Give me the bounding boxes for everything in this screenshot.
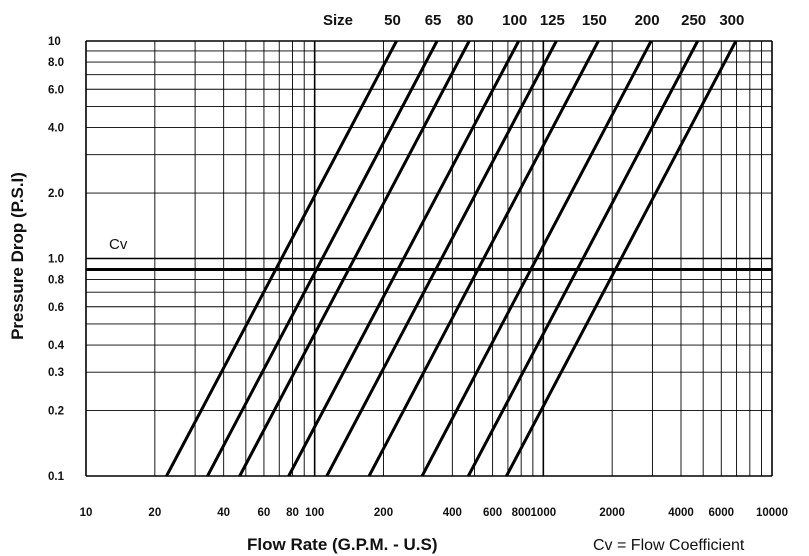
series-line-size-250 — [467, 40, 699, 477]
size-label-125: 125 — [540, 12, 565, 29]
x-tick-label: 800 — [512, 507, 531, 519]
x-tick-label: 40 — [217, 507, 230, 519]
x-tick-label: 20 — [148, 507, 161, 519]
labels: Size Cv Flow Rate (G.P.M. - U.S) Cv = Fl… — [8, 12, 788, 554]
y-tick-label: 4.0 — [48, 123, 64, 135]
x-tick-label: 10 — [80, 507, 93, 519]
size-label-300: 300 — [719, 12, 744, 29]
y-tick-label: 10 — [48, 36, 61, 48]
x-tick-label: 60 — [258, 507, 271, 519]
y-tick-label: 8.0 — [48, 57, 64, 69]
series-line-size-80 — [238, 40, 471, 477]
size-label-80: 80 — [457, 12, 474, 29]
y-tick-label: 0.3 — [48, 367, 64, 379]
y-tick-label: 6.0 — [48, 84, 64, 96]
y-axis-title: Pressure Drop (P.S.I) — [8, 172, 27, 340]
x-tick-label: 6000 — [708, 507, 734, 519]
series-line-size-50 — [165, 40, 398, 477]
size-label-50: 50 — [384, 12, 401, 29]
y-tick-label: 0.1 — [48, 471, 65, 483]
x-tick-label: 2000 — [599, 507, 625, 519]
y-tick-label: 2.0 — [48, 188, 64, 200]
size-label-100: 100 — [502, 12, 527, 29]
x-tick-label: 100 — [305, 507, 324, 519]
size-label-200: 200 — [635, 12, 660, 29]
series-line-size-100 — [287, 40, 520, 477]
x-tick-label: 4000 — [668, 507, 694, 519]
cv-line-label: Cv — [109, 236, 128, 253]
x-axis-title: Flow Rate (G.P.M. - U.S) — [247, 535, 437, 554]
x-tick-label: 80 — [286, 507, 299, 519]
y-tick-label: 1.0 — [48, 254, 64, 266]
series-line-size-65 — [206, 40, 439, 477]
size-label-250: 250 — [681, 12, 706, 29]
y-tick-label: 0.4 — [48, 340, 65, 352]
size-label-150: 150 — [582, 12, 607, 29]
series-line-size-200 — [420, 40, 653, 477]
y-tick-label: 0.2 — [48, 406, 64, 418]
series-line-size-125 — [325, 40, 558, 477]
series-line-size-300 — [505, 40, 738, 477]
x-tick-label: 600 — [483, 507, 502, 519]
y-tick-label: 0.6 — [48, 302, 64, 314]
size-label-65: 65 — [425, 12, 442, 29]
x-tick-label: 1000 — [531, 507, 557, 519]
series-line-size-150 — [367, 40, 600, 477]
y-tick-label: 0.8 — [48, 275, 65, 287]
x-tick-label: 400 — [443, 507, 462, 519]
grid — [85, 40, 773, 477]
size-heading: Size — [323, 12, 353, 29]
series-lines — [165, 40, 738, 477]
x-tick-label: 10000 — [756, 507, 788, 519]
cv-note: Cv = Flow Coefficient — [593, 537, 745, 554]
x-tick-label: 200 — [374, 507, 393, 519]
